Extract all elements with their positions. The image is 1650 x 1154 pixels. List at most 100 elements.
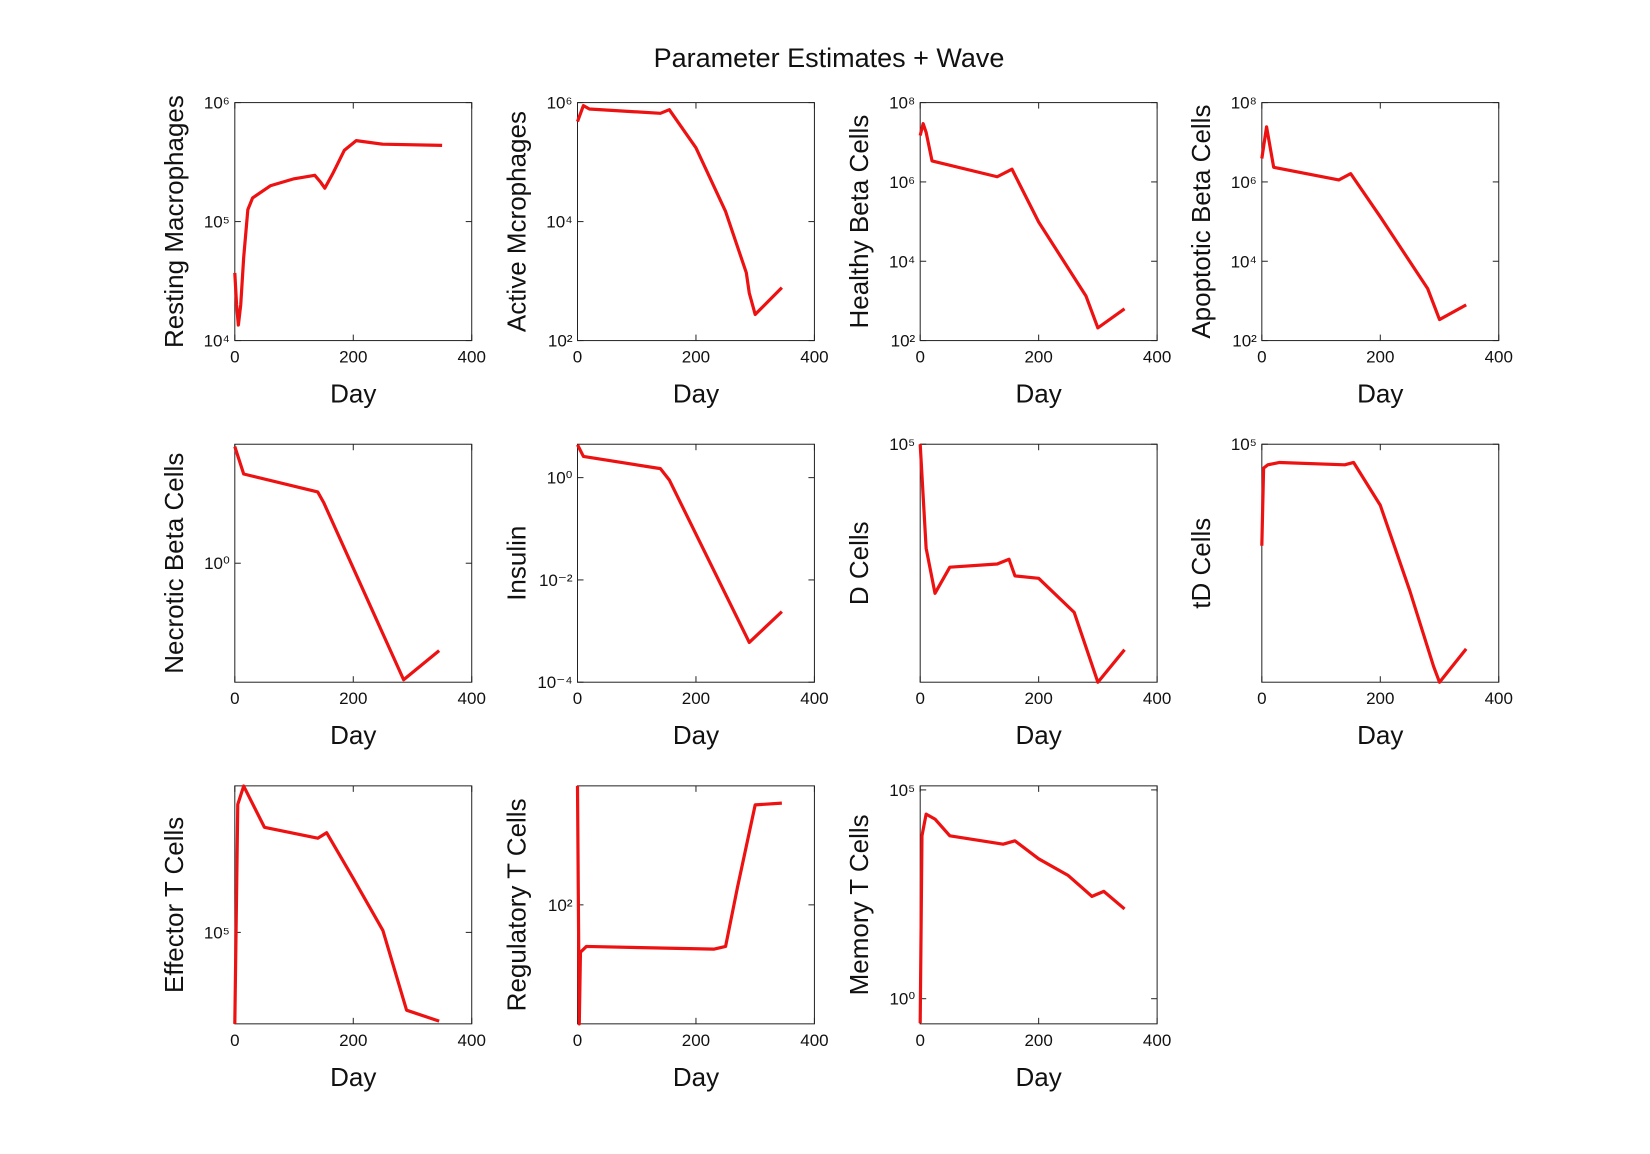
x-tick-label: 0: [230, 348, 239, 367]
subplot: 0 200 400 10⁵ Day D Cells: [844, 435, 1171, 750]
data-line: [575, 104, 783, 317]
y-tick-label: 10⁰: [547, 469, 573, 488]
data-line: [233, 139, 443, 327]
x-axis-label: Day: [1016, 1062, 1062, 1092]
x-tick-label: 400: [458, 1031, 486, 1050]
y-tick-label: 10⁰: [889, 990, 915, 1009]
x-tick-label: 200: [339, 1031, 367, 1050]
figure-title: Parameter Estimates + Wave: [654, 43, 1005, 73]
y-axis-label: Active Mcrophages: [502, 111, 532, 332]
subplot: 0 200 400 10⁰ 10⁵ Day Memory T Cells: [844, 781, 1171, 1092]
x-axis-label: Day: [673, 1062, 719, 1092]
x-tick-label: 200: [339, 348, 367, 367]
x-tick-label: 400: [1143, 689, 1171, 708]
subplot: 0 200 400 10² Day Regulatory T Cells: [502, 785, 829, 1092]
x-tick-label: 400: [458, 348, 486, 367]
x-axis-label: Day: [1357, 379, 1403, 409]
subplot: 0 200 400 10⁰ Day Necrotic Beta Cells: [159, 443, 486, 750]
axes-box: [1261, 102, 1500, 342]
y-tick-label: 10⁶: [204, 94, 230, 113]
x-tick-label: 0: [573, 1031, 582, 1050]
y-axis-label: Resting Macrophages: [159, 95, 189, 348]
axes-box: [234, 785, 473, 1025]
x-tick-label: 400: [1143, 1031, 1171, 1050]
x-tick-label: 200: [1024, 689, 1052, 708]
y-tick-label: 10²: [891, 332, 916, 351]
x-tick-label: 200: [1024, 1031, 1052, 1050]
x-tick-label: 0: [573, 689, 582, 708]
data-line: [1260, 125, 1467, 322]
data-line: [575, 785, 782, 1026]
x-tick-label: 0: [1257, 348, 1266, 367]
y-tick-label: 10⁰: [204, 554, 230, 573]
y-tick-label: 10²: [1232, 332, 1257, 351]
x-tick-label: 400: [800, 689, 828, 708]
data-line: [233, 446, 441, 682]
y-tick-label: 10⁸: [889, 94, 915, 113]
y-axis-label: Memory T Cells: [844, 814, 874, 995]
y-tick-label: 10⁴: [889, 252, 915, 271]
x-tick-label: 200: [339, 689, 367, 708]
y-tick-label: 10⁴: [546, 213, 572, 232]
y-axis-label: D Cells: [844, 521, 874, 605]
y-tick-label: 10⁻⁴: [537, 673, 572, 692]
x-axis-label: Day: [1016, 379, 1062, 409]
y-tick-label: 10⁶: [889, 173, 915, 192]
x-axis-label: Day: [330, 1062, 376, 1092]
y-axis-label: Effector T Cells: [159, 817, 189, 993]
data-line: [918, 444, 1126, 684]
subplot: 0 200 400 10⁵ Day Effector T Cells: [159, 784, 486, 1092]
y-axis-label: tD Cells: [1186, 518, 1216, 609]
x-tick-label: 200: [682, 348, 710, 367]
subplot: 0 200 400 10² 10⁴ 10⁶ 10⁸ Day Apoptotic Beta Cel…: [1186, 94, 1513, 409]
axes-box: [577, 785, 815, 1025]
x-axis-label: Day: [673, 379, 719, 409]
x-tick-label: 0: [230, 1031, 239, 1050]
x-tick-label: 200: [1024, 348, 1052, 367]
x-tick-label: 400: [800, 1031, 828, 1050]
y-axis-label: Insulin: [502, 526, 532, 601]
x-tick-label: 200: [1366, 689, 1394, 708]
subplot: 0 200 400 10² 10⁴ 10⁶ Day Active Mcrophages: [502, 94, 829, 409]
subplot: 0 200 400 10⁵ Day tD Cells: [1186, 435, 1513, 750]
x-axis-label: Day: [330, 720, 376, 750]
x-tick-label: 200: [1366, 348, 1394, 367]
y-tick-label: 10⁴: [204, 332, 230, 351]
subplot: 0 200 400 10² 10⁴ 10⁶ 10⁸ Day Healthy Beta Cells: [844, 94, 1171, 409]
x-axis-label: Day: [673, 720, 719, 750]
axes-box: [919, 443, 1158, 683]
y-tick-label: 10⁻²: [539, 571, 573, 590]
y-axis-label: Healthy Beta Cells: [844, 115, 874, 329]
x-tick-label: 0: [915, 1031, 924, 1050]
x-tick-label: 400: [458, 689, 486, 708]
y-tick-label: 10⁶: [1231, 173, 1257, 192]
x-tick-label: 200: [682, 689, 710, 708]
y-axis-label: Apoptotic Beta Cells: [1186, 105, 1216, 339]
y-tick-label: 10⁵: [204, 923, 230, 942]
x-tick-label: 0: [915, 348, 924, 367]
x-tick-label: 0: [1257, 689, 1266, 708]
x-tick-label: 400: [1485, 689, 1513, 708]
data-line: [918, 812, 1126, 1024]
x-tick-label: 400: [800, 348, 828, 367]
data-line: [233, 784, 440, 1024]
data-line: [576, 444, 783, 645]
axes-box: [577, 443, 815, 683]
x-tick-label: 400: [1143, 348, 1171, 367]
x-tick-label: 0: [573, 348, 582, 367]
y-tick-label: 10⁸: [1231, 94, 1257, 113]
data-line: [918, 122, 1126, 330]
x-tick-label: 400: [1485, 348, 1513, 367]
x-tick-label: 0: [230, 689, 239, 708]
y-axis-label: Regulatory T Cells: [502, 798, 532, 1011]
data-line: [1260, 460, 1468, 684]
y-tick-label: 10⁴: [1231, 252, 1257, 271]
y-tick-label: 10⁵: [889, 781, 915, 800]
axes-box: [234, 102, 473, 342]
x-tick-label: 0: [915, 689, 924, 708]
y-tick-label: 10²: [548, 896, 573, 915]
subplot: 0 200 400 10⁴ 10⁵ 10⁶ Day Resting Macrophages: [159, 94, 486, 409]
x-axis-label: Day: [330, 379, 376, 409]
y-tick-label: 10⁵: [1231, 435, 1257, 454]
